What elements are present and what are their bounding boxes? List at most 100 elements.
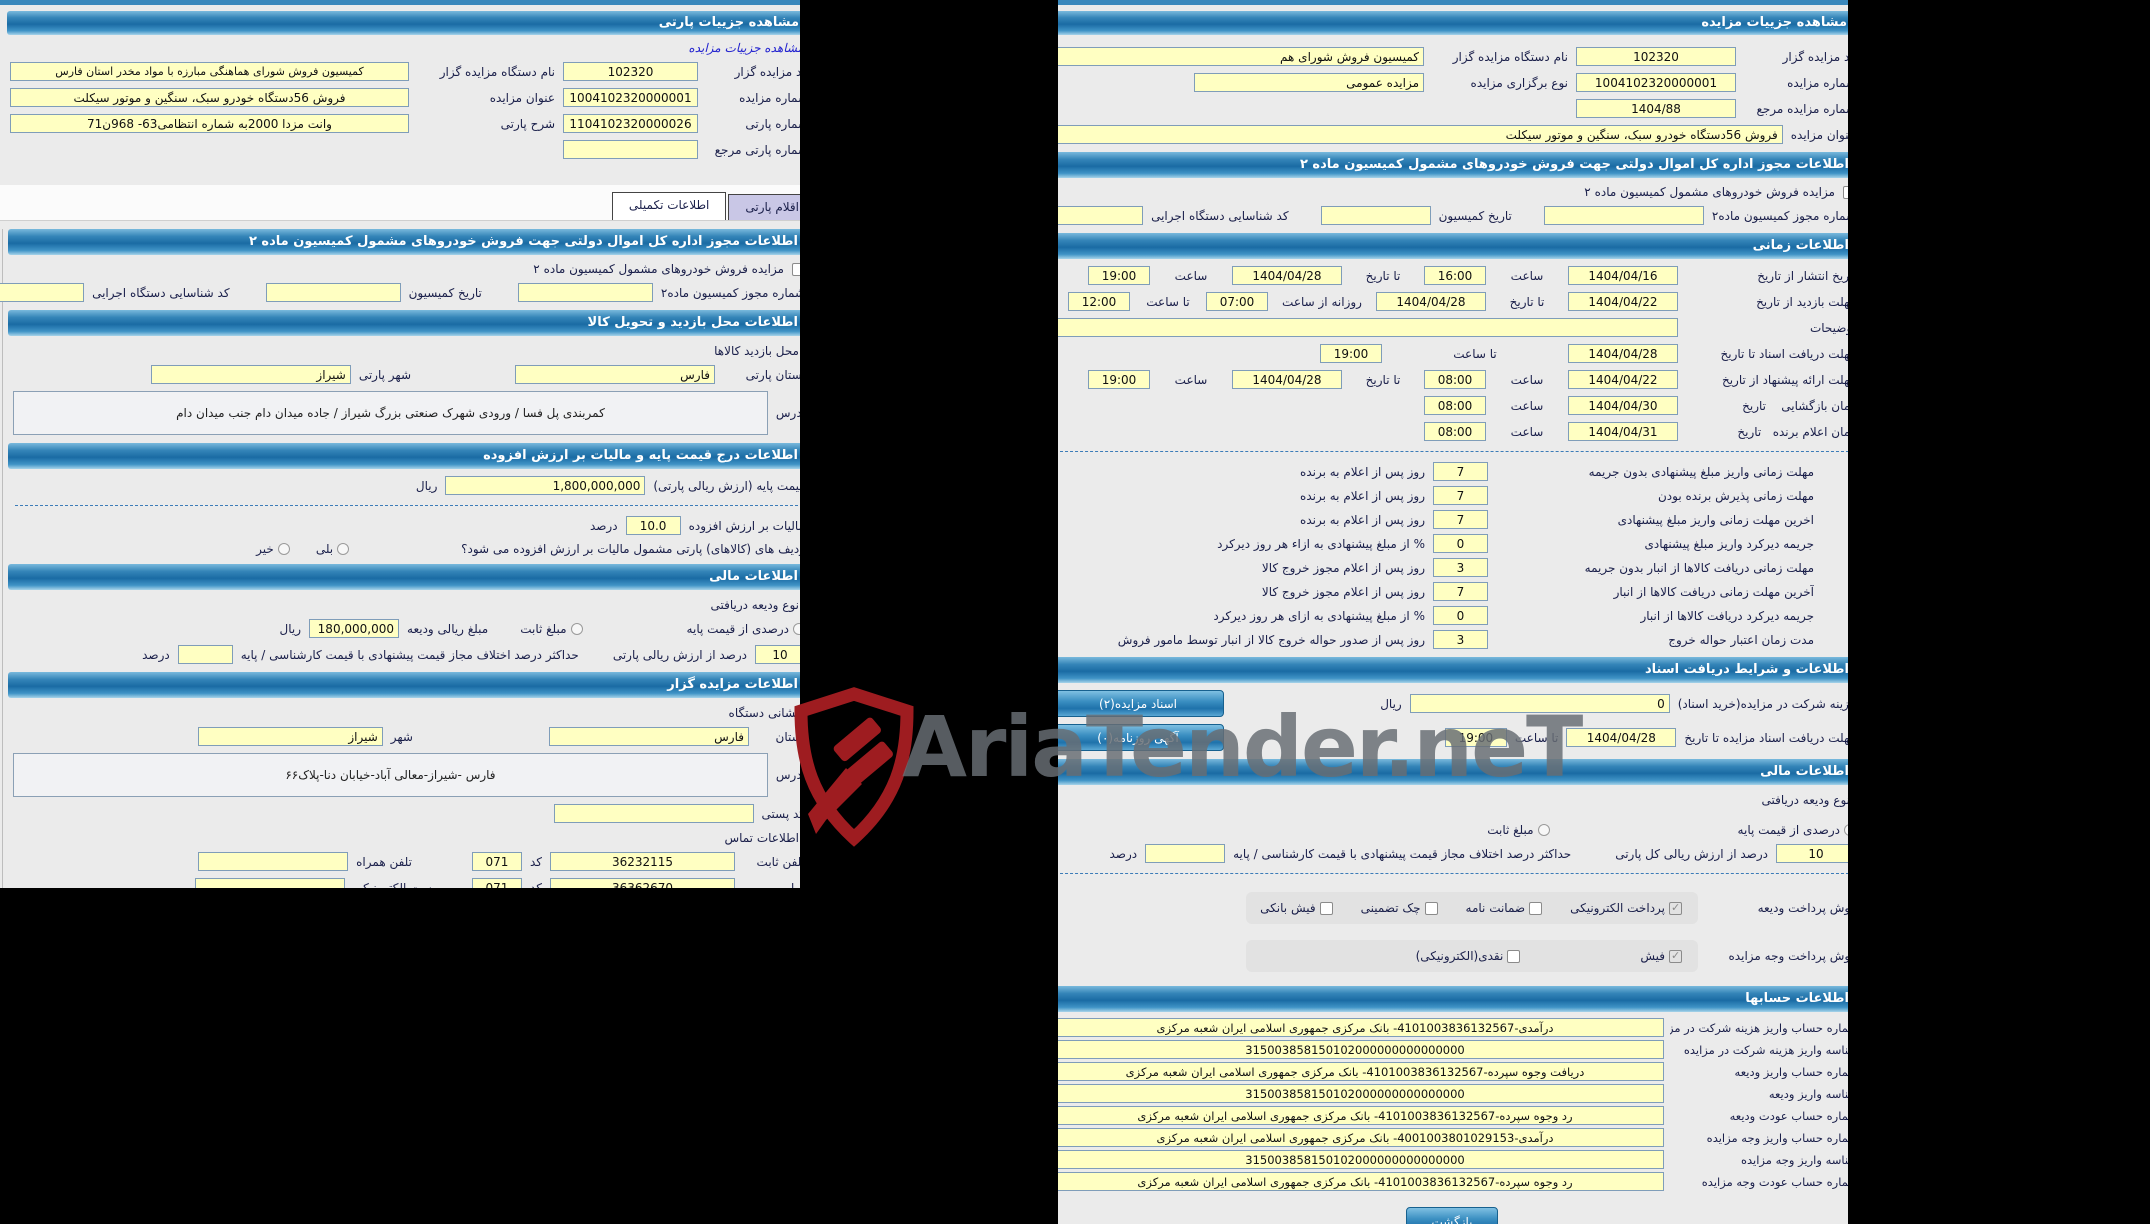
- vat-input[interactable]: [625, 516, 681, 535]
- deposit-percent-radio[interactable]: [793, 622, 800, 635]
- auction-ref-input[interactable]: [1576, 99, 1736, 118]
- opening-date-input[interactable]: [1568, 396, 1678, 415]
- deposit-percent-radio[interactable]: [1844, 824, 1848, 836]
- penalty-value-input[interactable]: [1433, 486, 1488, 505]
- publish-to-input[interactable]: [1232, 266, 1342, 285]
- account-value-input[interactable]: [1058, 1150, 1664, 1169]
- postal-code-input[interactable]: [553, 804, 754, 823]
- offer-from-time-input[interactable]: [1424, 370, 1486, 389]
- org-city-input[interactable]: [197, 727, 383, 746]
- visit-from-input[interactable]: [1568, 292, 1678, 311]
- newspaper-ad-button[interactable]: آگهی روزنامه(۰): [1058, 724, 1224, 751]
- offer-from-input[interactable]: [1568, 370, 1678, 389]
- method-cash-option[interactable]: نقدی(الکترونیکی): [1416, 949, 1521, 963]
- article2-checkbox[interactable]: [792, 262, 800, 276]
- phone-input[interactable]: [550, 852, 735, 871]
- method-bankslip-checkbox[interactable]: [1319, 901, 1333, 915]
- auction-details-link[interactable]: مشاهده جزییات مزایده: [688, 41, 800, 55]
- visit-to-input[interactable]: [1376, 292, 1486, 311]
- method-bankslip-option[interactable]: فیش بانکی: [1260, 901, 1333, 915]
- auction-title-input[interactable]: [10, 88, 409, 107]
- account-value-input[interactable]: [1058, 1062, 1664, 1081]
- participation-fee-input[interactable]: [1409, 694, 1670, 713]
- fax-input[interactable]: [550, 878, 735, 888]
- account-value-input[interactable]: [1058, 1172, 1664, 1191]
- penalty-value-input[interactable]: [1433, 510, 1488, 529]
- publish-to-time-input[interactable]: [1088, 266, 1150, 285]
- winner-time-input[interactable]: [1424, 422, 1486, 441]
- deposit-fixed-radio[interactable]: [1537, 824, 1550, 836]
- method-cash-checkbox[interactable]: [1507, 949, 1521, 963]
- party-no-input[interactable]: [563, 114, 698, 133]
- auction-documents-button[interactable]: اسناد مزایده(۲): [1058, 690, 1224, 717]
- permit-no-input[interactable]: [1543, 206, 1704, 225]
- tab-extra-info[interactable]: اطلاعات تکمیلی: [611, 192, 727, 220]
- party-ref-input[interactable]: [563, 140, 698, 159]
- base-price-input[interactable]: [445, 476, 646, 495]
- org-province-input[interactable]: [549, 727, 749, 746]
- deposit-amount-input[interactable]: [309, 619, 400, 638]
- method-epay-checkbox[interactable]: [1669, 901, 1682, 915]
- back-button[interactable]: بازگشت: [1406, 1207, 1498, 1224]
- deposit-fixed-option[interactable]: مبلغ ثابت: [1487, 823, 1550, 837]
- auction-no-input[interactable]: [563, 88, 698, 107]
- method-check-option[interactable]: چک تضمینی: [1361, 901, 1438, 915]
- phone-code-input[interactable]: [471, 852, 522, 871]
- bidder-org-input[interactable]: [1058, 47, 1424, 66]
- method-check-checkbox[interactable]: [1424, 901, 1438, 915]
- penalty-value-input[interactable]: [1433, 558, 1488, 577]
- deposit-percent-input[interactable]: [1776, 844, 1848, 863]
- account-value-input[interactable]: [1058, 1128, 1664, 1147]
- deposit-fixed-option[interactable]: مبلغ ثابت: [520, 622, 583, 636]
- docs-deadline-time-input[interactable]: [1444, 728, 1507, 747]
- winner-date-input[interactable]: [1568, 422, 1678, 441]
- mobile-input[interactable]: [198, 852, 349, 871]
- docs-time-input[interactable]: [1320, 344, 1382, 363]
- notes-input[interactable]: [1058, 318, 1678, 337]
- account-value-input[interactable]: [1058, 1106, 1664, 1125]
- visit-time-to-input[interactable]: [1068, 292, 1130, 311]
- email-input[interactable]: [195, 878, 346, 888]
- party-desc-input[interactable]: [10, 114, 409, 133]
- commission-date-input[interactable]: [1320, 206, 1431, 225]
- visit-time-from-input[interactable]: [1206, 292, 1268, 311]
- auction-title-input[interactable]: [1058, 125, 1783, 144]
- penalty-value-input[interactable]: [1433, 630, 1488, 649]
- tab-party-items[interactable]: اقلام پارتی: [728, 194, 800, 220]
- method-slip-checkbox[interactable]: [1669, 949, 1682, 963]
- penalty-value-input[interactable]: [1433, 462, 1488, 481]
- docs-date-input[interactable]: [1568, 344, 1678, 363]
- method-guarantee-option[interactable]: ضمانت نامه: [1466, 901, 1543, 915]
- exec-id-input[interactable]: [0, 283, 85, 302]
- party-province-input[interactable]: [515, 365, 715, 384]
- deposit-fixed-radio[interactable]: [570, 622, 583, 635]
- penalty-value-input[interactable]: [1433, 534, 1488, 553]
- penalty-value-input[interactable]: [1433, 582, 1488, 601]
- deposit-percent-option[interactable]: درصدی از قیمت پایه: [1738, 823, 1848, 837]
- bidder-org-input[interactable]: [10, 62, 409, 81]
- auction-type-input[interactable]: [1194, 73, 1424, 92]
- party-city-input[interactable]: [150, 365, 351, 384]
- fax-code-input[interactable]: [471, 878, 522, 888]
- method-guarantee-checkbox[interactable]: [1529, 901, 1543, 915]
- opening-time-input[interactable]: [1424, 396, 1486, 415]
- account-value-input[interactable]: [1058, 1018, 1664, 1037]
- account-value-input[interactable]: [1058, 1084, 1664, 1103]
- deposit-percent-input[interactable]: [755, 645, 800, 664]
- bidder-code-input[interactable]: [563, 62, 698, 81]
- vat-no-radio[interactable]: [277, 543, 290, 555]
- visit-address-box[interactable]: کمربندی پل فسا / ورودی شهرک صنعتی بزرگ ش…: [13, 391, 768, 435]
- deposit-percent-option[interactable]: درصدی از قیمت پایه: [687, 622, 800, 636]
- docs-deadline-date-input[interactable]: [1566, 728, 1677, 747]
- offer-to-time-input[interactable]: [1088, 370, 1150, 389]
- commission-date-input[interactable]: [265, 283, 401, 302]
- auction-no-input[interactable]: [1576, 73, 1736, 92]
- method-epay-option[interactable]: پرداخت الکترونیکی: [1570, 901, 1682, 915]
- vat-yes-option[interactable]: بلی: [316, 542, 350, 556]
- article2-checkbox[interactable]: [1843, 185, 1848, 199]
- org-address-box[interactable]: فارس -شیراز-معالی آباد-خیابان دنا-پلاک۶۶: [13, 753, 768, 797]
- publish-from-input[interactable]: [1568, 266, 1678, 285]
- vat-yes-radio[interactable]: [337, 543, 350, 555]
- offer-to-input[interactable]: [1232, 370, 1342, 389]
- method-slip-option[interactable]: فیش: [1640, 949, 1682, 963]
